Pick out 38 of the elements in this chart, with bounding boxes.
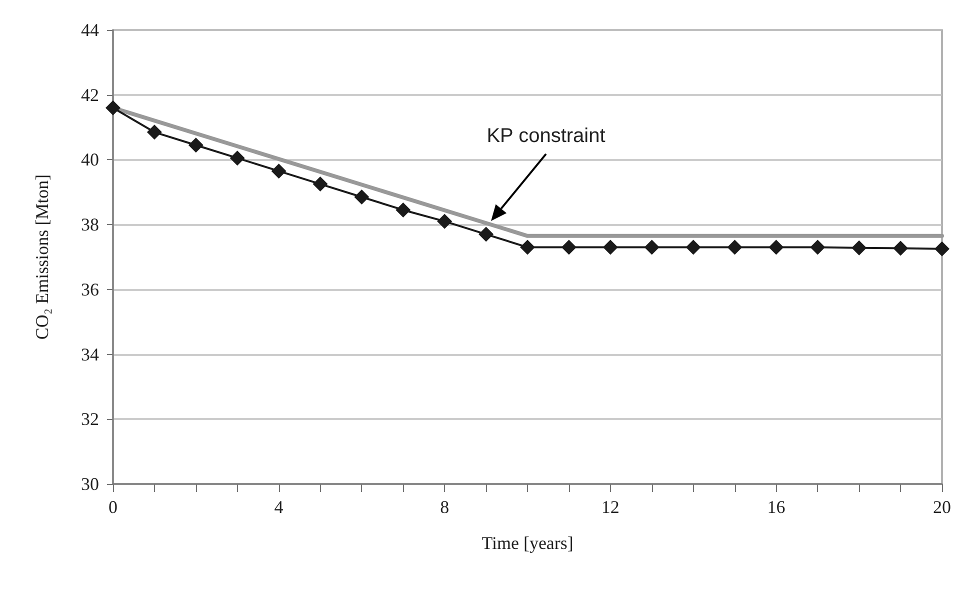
point (768, 240, 784, 255)
y-tick-label: 38 (81, 214, 99, 235)
point (561, 240, 576, 255)
point (520, 240, 535, 255)
point (478, 226, 494, 242)
x-tick-label: 8 (440, 497, 450, 517)
y-tick-label: 42 (81, 84, 99, 105)
point (188, 138, 204, 153)
y-axis-title: CO₂ Emissions [Mton] (32, 174, 52, 340)
point (354, 190, 370, 205)
x-axis-title: Time [years] (482, 533, 574, 553)
point (271, 164, 286, 179)
point (934, 241, 950, 256)
point (893, 240, 908, 256)
point (437, 214, 452, 229)
point (810, 240, 826, 255)
x-tick-label: 0 (108, 497, 118, 517)
y-tick-label: 32 (81, 409, 99, 430)
point (106, 100, 120, 116)
point (852, 240, 867, 256)
point (644, 240, 660, 255)
point (686, 240, 701, 255)
y-tick-label: 30 (81, 474, 99, 494)
point (146, 124, 162, 140)
point (312, 176, 328, 192)
y-tick-label: 40 (81, 150, 99, 170)
y-tick-label: 44 (81, 20, 99, 40)
x-tick-label: 4 (274, 497, 284, 517)
x-tick-label: 12 (601, 497, 620, 517)
point (230, 150, 245, 166)
point (727, 240, 742, 255)
point (602, 240, 618, 255)
y-tick-label: 36 (81, 279, 99, 300)
x-tick-label: 16 (767, 497, 786, 517)
y-tick-label: 34 (81, 344, 99, 364)
x-tick-label: 20 (933, 497, 951, 517)
point (396, 202, 411, 218)
annotation: KP constraint (486, 125, 606, 147)
